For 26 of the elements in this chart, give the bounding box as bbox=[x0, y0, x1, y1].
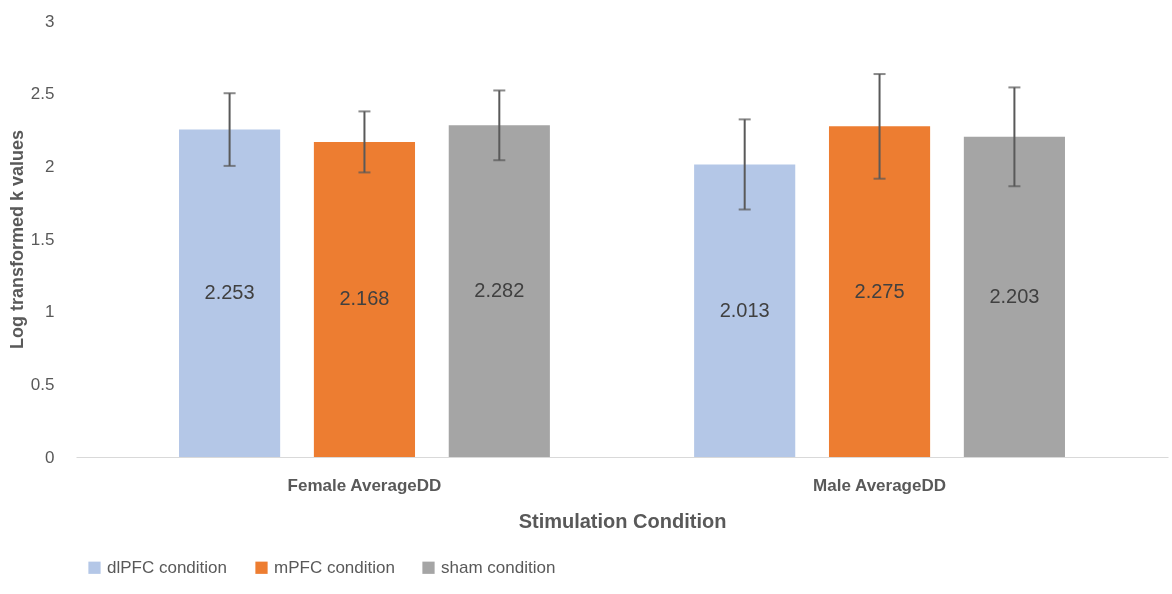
y-tick-label: 2 bbox=[45, 156, 55, 176]
y-tick-label: 0 bbox=[45, 447, 55, 467]
legend-label: sham condition bbox=[441, 557, 556, 577]
y-tick-label: 1 bbox=[45, 302, 55, 322]
x-tick-label: Male AverageDD bbox=[813, 475, 946, 495]
y-tick-label: 2.5 bbox=[30, 84, 55, 104]
y-tick-label: 0.5 bbox=[30, 374, 55, 394]
x-axis-title: Stimulation Condition bbox=[518, 509, 727, 532]
data-label: 2.168 bbox=[339, 287, 390, 310]
bar bbox=[694, 164, 796, 457]
y-axis-title: Log transformed k values bbox=[6, 129, 27, 350]
data-label: 2.253 bbox=[204, 281, 255, 304]
data-label: 2.013 bbox=[719, 298, 770, 321]
bar bbox=[448, 125, 550, 457]
data-label: 2.282 bbox=[474, 279, 525, 302]
bar bbox=[313, 141, 416, 457]
data-label: 2.203 bbox=[989, 284, 1040, 307]
data-label: 2.275 bbox=[854, 279, 905, 302]
bar bbox=[963, 136, 1065, 457]
y-tick-label: 3 bbox=[45, 11, 55, 31]
y-tick-label: 1.5 bbox=[30, 229, 55, 249]
legend-label: mPFC condition bbox=[274, 557, 395, 577]
x-tick-label: Female AverageDD bbox=[287, 475, 442, 495]
bar bbox=[179, 129, 281, 457]
bar bbox=[828, 126, 931, 457]
legend-label: dlPFC condition bbox=[107, 557, 228, 577]
